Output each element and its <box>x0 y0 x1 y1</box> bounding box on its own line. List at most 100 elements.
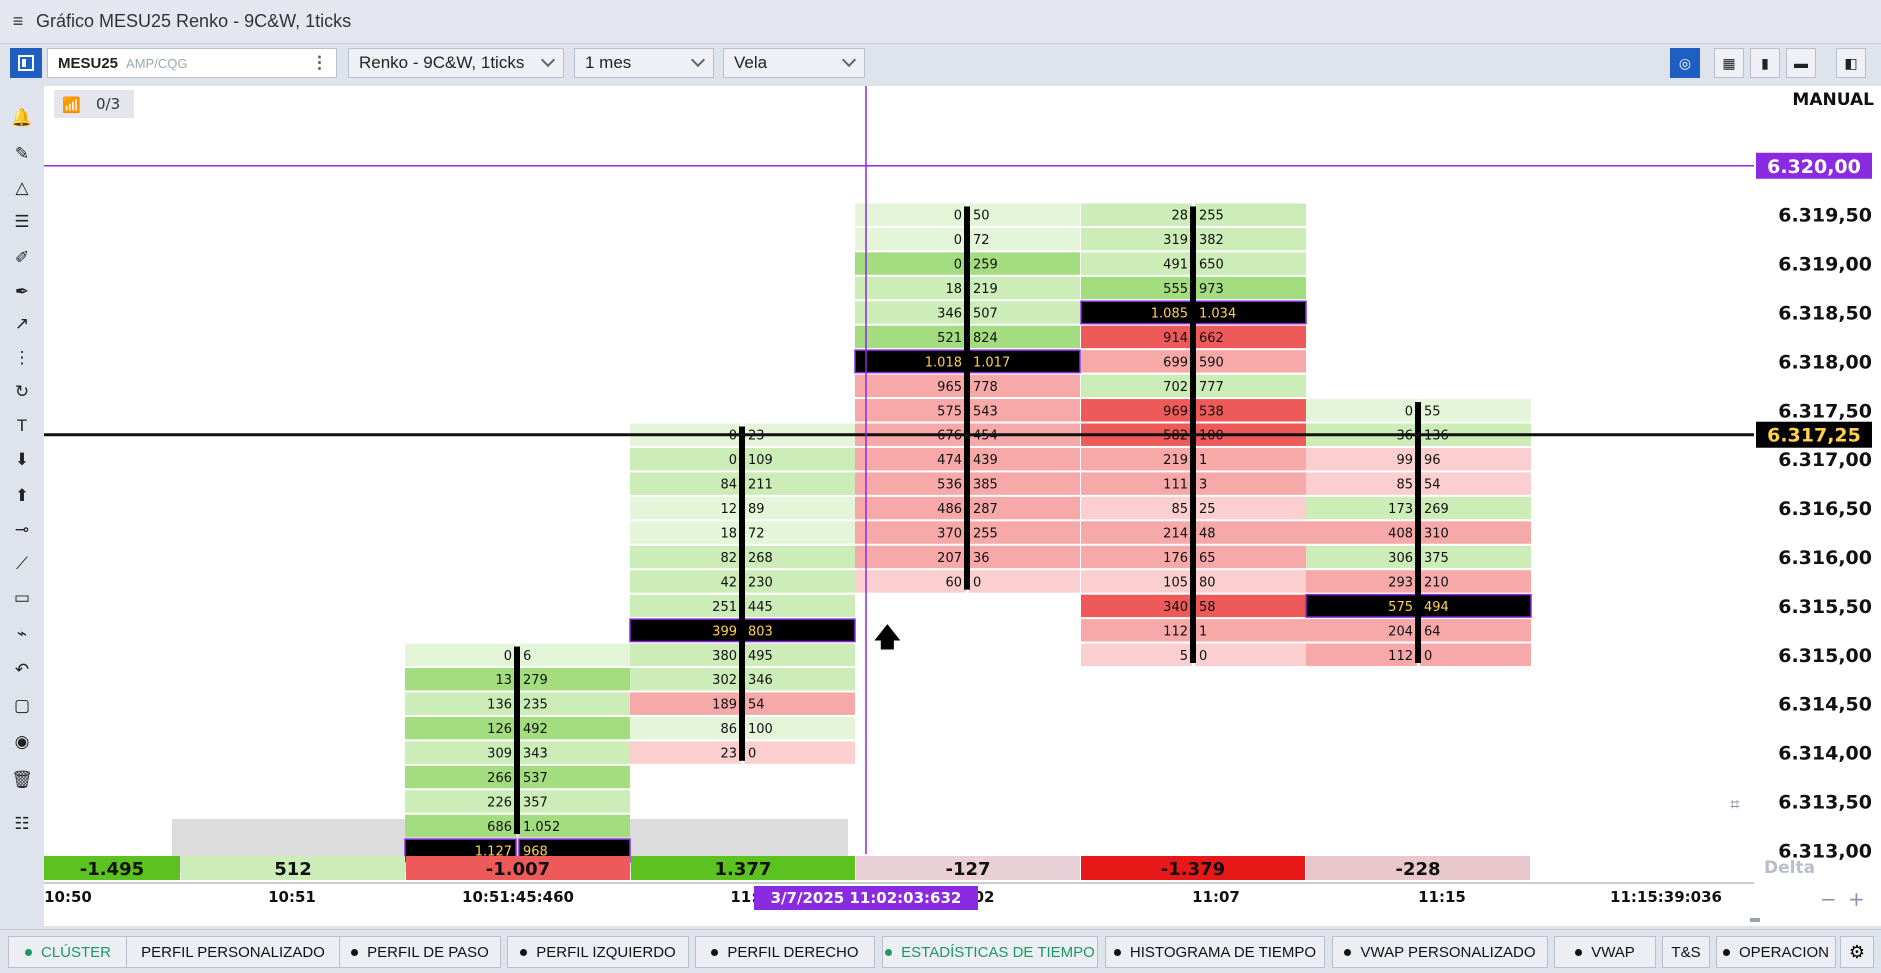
bid-volume: 555 <box>1163 282 1188 297</box>
indicator-counter-box[interactable] <box>54 90 134 118</box>
undo-icon[interactable]: ↶ <box>14 660 30 679</box>
ask-volume: 1 <box>1199 624 1207 639</box>
tab-histograma-de-tiempo[interactable]: HISTOGRAMA DE TIEMPO <box>1105 936 1325 968</box>
tab-vwap-personalizado[interactable]: VWAP PERSONALIZADO <box>1332 936 1548 968</box>
magnet-icon[interactable]: ⌁ <box>16 624 28 643</box>
chevron-down-icon <box>690 52 706 68</box>
scroll-handle[interactable] <box>1750 918 1760 922</box>
bid-cell <box>1081 399 1192 422</box>
live-tracking-button[interactable]: ◎ <box>1670 48 1700 78</box>
symbol-selector[interactable]: MESU25 AMP/CQG ⋮ <box>47 48 337 78</box>
status-dot-icon <box>520 948 528 956</box>
bid-cell <box>855 325 966 349</box>
text-icon[interactable]: T <box>16 416 28 435</box>
ask-volume: 0 <box>1424 649 1432 664</box>
eye-icon[interactable]: ◉ <box>14 732 30 751</box>
trash-icon[interactable]: 🗑 <box>11 770 33 789</box>
bid-volume: 86 <box>720 722 737 737</box>
mode-label[interactable]: MANUAL <box>1792 90 1874 110</box>
delta-value: 1.377 <box>715 859 772 880</box>
title-bar: ≡ Gráfico MESU25 Renko - 9C&W, 1ticks <box>0 0 1881 44</box>
mouse-button[interactable]: ▮ <box>1750 48 1780 78</box>
bid-cell <box>855 374 966 398</box>
delta-cell <box>631 856 855 880</box>
right-panel-toggle-button[interactable]: ◧ <box>1836 48 1866 78</box>
bid-volume: 111 <box>1163 478 1188 493</box>
chart-settings-icon[interactable]: ⌗ <box>1730 795 1740 815</box>
sidebar-toggle-button[interactable] <box>10 48 42 78</box>
bell-icon[interactable]: 🔔 <box>11 108 33 127</box>
rectangle-icon[interactable]: ▭ <box>13 588 31 607</box>
zoom-out-icon[interactable]: − <box>1820 887 1837 911</box>
tab-perfil-personalizado[interactable]: PERFIL PERSONALIZADO <box>126 936 340 968</box>
bid-volume: 85 <box>1396 478 1413 493</box>
ask-cell <box>1195 594 1306 618</box>
tab-perfil-izquierdo[interactable]: PERFIL IZQUIERDO <box>507 936 689 968</box>
ask-cell <box>1195 643 1306 666</box>
parallel-lines-icon[interactable]: ☰ <box>14 212 30 231</box>
ask-volume: 778 <box>973 380 998 395</box>
pen-icon[interactable]: ✒ <box>14 282 30 301</box>
zoom-in-icon[interactable]: + <box>1848 887 1865 911</box>
crosshair-price: 6.320,00 <box>1767 156 1861 178</box>
tab-vwap[interactable]: VWAP <box>1554 936 1656 968</box>
triangle-icon[interactable]: △ <box>15 178 29 197</box>
ask-cell <box>1195 545 1306 569</box>
status-dot-icon <box>351 948 359 956</box>
ask-cell <box>744 496 855 520</box>
keyboard-button[interactable]: ▦ <box>1714 48 1744 78</box>
style-dropdown[interactable]: Vela <box>723 48 865 78</box>
trendline-icon[interactable]: ⟋ <box>16 554 28 573</box>
ask-volume: 0 <box>748 747 756 762</box>
bid-cell <box>405 668 516 691</box>
tab-t-s[interactable]: T&S <box>1662 936 1710 968</box>
bid-volume: 12 <box>720 502 737 517</box>
bid-cell <box>855 399 966 422</box>
ask-volume: 55 <box>1424 404 1441 419</box>
ask-volume: 382 <box>1199 233 1224 248</box>
h-line-icon[interactable]: ⊸ <box>14 520 30 539</box>
ask-volume: 445 <box>748 600 773 615</box>
marker-icon[interactable]: ✐ <box>14 248 30 267</box>
time-label: 10:51 <box>268 888 316 906</box>
ask-volume: 973 <box>1199 282 1224 297</box>
ask-volume: 230 <box>748 575 773 590</box>
bid-volume: 340 <box>1163 600 1188 615</box>
rotate-icon[interactable]: ↻ <box>14 382 30 401</box>
tab-perfil-derecho[interactable]: PERFIL DERECHO <box>695 936 875 968</box>
arrow-diagonal-icon[interactable]: ↗ <box>14 314 30 333</box>
ask-volume: 537 <box>523 771 548 786</box>
ask-cell <box>969 545 1080 569</box>
list-icon[interactable]: ☷ <box>14 814 30 833</box>
arrow-down-icon[interactable]: ⬇ <box>14 450 30 469</box>
tab-perfil-de-paso[interactable]: PERFIL DE PASO <box>339 936 501 968</box>
pencil-icon[interactable]: ✎ <box>14 144 30 163</box>
templates-button[interactable]: ▬ <box>1786 48 1816 78</box>
hamburger-menu-icon[interactable]: ≡ <box>12 11 24 31</box>
price-label: 6.313,50 <box>1778 791 1872 813</box>
price-label: 6.317,00 <box>1778 449 1872 471</box>
ask-volume: 310 <box>1424 527 1449 542</box>
tab-label: HISTOGRAMA DE TIEMPO <box>1129 943 1317 961</box>
chart-area[interactable]: 0 6 13 279 136 235 126 492 309 343 266 537 226 357 686… <box>44 86 1881 926</box>
bid-volume: 42 <box>720 575 737 590</box>
bid-cell <box>630 668 741 691</box>
ask-cell <box>1420 399 1531 422</box>
tab-estadísticas-de-tiempo[interactable]: ESTADÍSTICAS DE TIEMPO <box>882 936 1098 968</box>
ask-volume: 824 <box>973 331 998 346</box>
fib-icon[interactable]: ⋮ <box>13 348 31 367</box>
ask-cell <box>519 692 630 715</box>
tab-label: PERFIL DE PASO <box>367 943 489 961</box>
last-price-badge <box>1756 421 1872 448</box>
tab-operacion[interactable]: OPERACION <box>1716 936 1836 968</box>
period-dropdown[interactable]: 1 mes <box>574 48 714 78</box>
ask-cell <box>519 790 630 813</box>
gear-icon[interactable]: ⚙ <box>1840 936 1874 968</box>
more-options-icon[interactable]: ⋮ <box>311 53 328 72</box>
lock-icon[interactable]: ▢ <box>13 696 31 715</box>
chart-type-dropdown[interactable]: Renko - 9C&W, 1ticks <box>348 48 564 78</box>
tab-clúster[interactable]: CLÚSTER <box>8 936 128 968</box>
ask-volume: 495 <box>748 649 773 664</box>
arrow-up-icon[interactable]: ⬆ <box>14 486 30 505</box>
